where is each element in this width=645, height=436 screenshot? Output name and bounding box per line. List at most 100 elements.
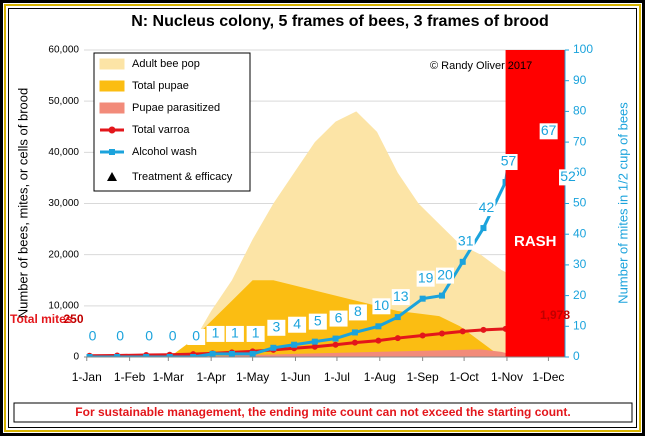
marker <box>351 339 358 346</box>
chart-title: N: Nucleus colony, 5 frames of bees, 3 f… <box>131 13 549 30</box>
marker <box>332 335 339 342</box>
marker <box>394 335 401 342</box>
data-label-bg <box>559 169 577 186</box>
footnote: For sustainable management, the ending m… <box>75 405 570 419</box>
marker <box>394 314 401 321</box>
data-label: 57 <box>501 153 517 169</box>
legend-marker <box>107 172 117 181</box>
data-label: 1 <box>231 325 239 341</box>
marker <box>114 354 121 357</box>
x-tick-label: 1-Jul <box>324 370 350 384</box>
inner-frame <box>4 4 641 432</box>
data-label: 42 <box>479 199 495 215</box>
data-label: 0 <box>169 328 177 344</box>
marker <box>311 343 318 350</box>
y2-tick-label: 0 <box>573 349 580 363</box>
data-label-bg <box>372 298 391 315</box>
data-label-bg <box>416 270 435 287</box>
marker <box>311 338 318 345</box>
data-label-bg <box>499 154 518 171</box>
marker <box>86 354 93 357</box>
footnote-box <box>13 402 633 423</box>
data-label-bg <box>477 200 496 217</box>
x-tick-label: 1-Apr <box>196 370 225 384</box>
x-tick-label: 1-Dec <box>532 370 564 384</box>
inner-frame-line <box>8 8 637 428</box>
area <box>169 349 523 357</box>
y2-tick-label: 70 <box>573 134 587 148</box>
data-label: 67 <box>541 122 557 138</box>
marker <box>459 258 466 265</box>
marker <box>459 328 466 335</box>
data-label-bg <box>111 329 130 345</box>
data-label-bg <box>539 123 558 140</box>
legend-box <box>93 52 251 192</box>
data-label: 5 <box>314 312 322 328</box>
y-tick-label: 20,000 <box>48 249 79 260</box>
marker <box>209 350 216 357</box>
data-label: 0 <box>116 328 124 344</box>
data-label: 52 <box>560 168 576 184</box>
copyright: © Randy Oliver 2017 <box>430 60 532 72</box>
x-tick-label: 1-Jan <box>72 370 102 384</box>
data-label: 13 <box>393 288 409 304</box>
data-label-bg <box>456 233 475 250</box>
data-label: 1 <box>252 325 260 341</box>
data-label-bg <box>435 267 454 284</box>
y2-tick-label: 30 <box>573 257 587 271</box>
data-label-bg <box>246 325 265 342</box>
legend-swatch <box>99 102 125 114</box>
y-tick-label: 60,000 <box>48 45 79 56</box>
treatment-band <box>505 50 565 357</box>
marker <box>480 225 487 232</box>
y2-axis-title: Number of mites in 1/2 cup of bees <box>615 102 630 304</box>
data-label: 1,978 <box>540 308 570 322</box>
x-tick-label: 1-Oct <box>449 370 479 384</box>
y-tick-label: 0 <box>73 352 79 363</box>
data-label: 10 <box>374 297 390 313</box>
data-label: 20 <box>437 266 453 282</box>
y-tick-label: 30,000 <box>48 198 79 209</box>
data-label: 0 <box>192 328 200 344</box>
marker <box>438 330 445 337</box>
marker <box>375 337 382 344</box>
marker <box>332 341 339 348</box>
marker <box>419 295 426 302</box>
y2-tick-label: 90 <box>573 73 587 87</box>
legend-label: Total pupae <box>132 80 189 92</box>
legend-marker <box>109 149 115 155</box>
data-label: 4 <box>293 315 301 331</box>
data-label: 0 <box>89 328 97 344</box>
y-axis-title: Number of bees, mites, or cells of brood <box>15 88 30 319</box>
marker <box>480 326 487 333</box>
legend: Adult bee pop Total pupae Pupae parasitize… <box>93 52 251 192</box>
y2-tick-label: 40 <box>573 226 587 240</box>
data-label-bg <box>140 329 159 345</box>
marker <box>190 354 197 357</box>
data-label-bg <box>83 329 102 345</box>
y2-tick-label: 10 <box>573 318 587 332</box>
overlay: 010,00020,00030,00040,00050,00060,000010… <box>48 42 593 384</box>
data-label: 1 <box>212 325 220 341</box>
y2-tick-label: 20 <box>573 288 587 302</box>
marker <box>375 323 382 330</box>
legend-label: Pupae parasitized <box>132 102 220 114</box>
data-label-bg <box>348 304 367 321</box>
data-label: 31 <box>458 233 474 249</box>
data-label-bg <box>288 316 307 333</box>
y2-tick-label: 80 <box>573 104 587 118</box>
marker <box>228 350 235 357</box>
data-label-bg <box>187 329 206 345</box>
data-label: 19 <box>418 269 434 285</box>
marker <box>438 292 445 299</box>
data-label: 3 <box>272 318 280 334</box>
data-label: 8 <box>354 303 362 319</box>
data-label-bg <box>308 313 327 330</box>
data-label-bg <box>329 310 348 327</box>
y2-tick-label: 100 <box>573 42 593 56</box>
marker <box>143 354 150 357</box>
legend-label: Treatment & efficacy <box>132 171 233 183</box>
treatment-label: RASH <box>514 233 557 250</box>
y-tick-label: 50,000 <box>48 96 79 107</box>
